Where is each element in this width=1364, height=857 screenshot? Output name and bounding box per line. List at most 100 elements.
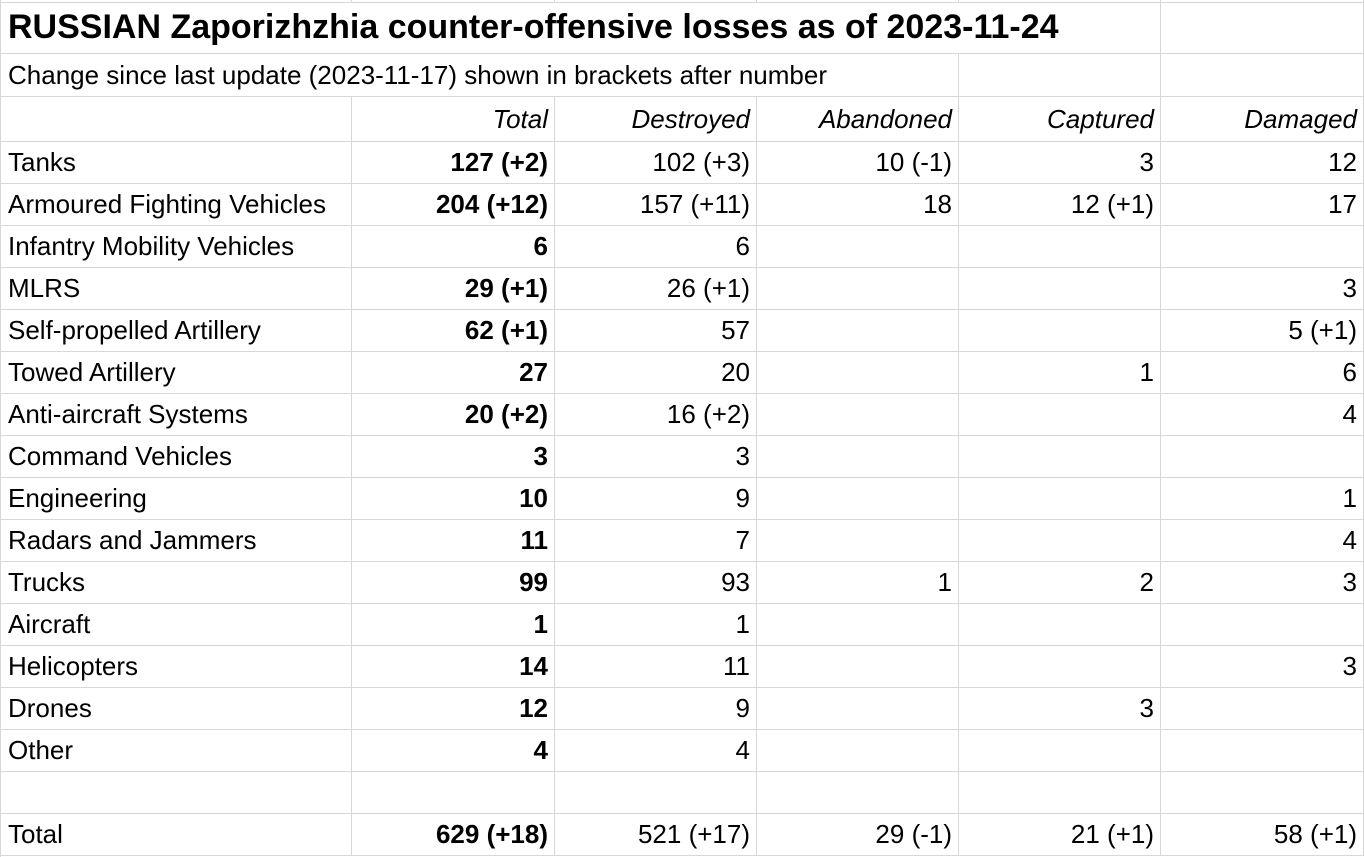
destroyed-cell[interactable]: 1 <box>555 604 757 646</box>
abandoned-cell[interactable]: 29 (-1) <box>757 814 959 856</box>
sheet-title-cell[interactable]: RUSSIAN Zaporizhzhia counter-offensive l… <box>1 3 1161 54</box>
destroyed-cell[interactable]: 20 <box>555 352 757 394</box>
grid-cell[interactable] <box>757 0 959 3</box>
damaged-cell[interactable] <box>1161 772 1364 814</box>
damaged-cell[interactable]: 58 (+1) <box>1161 814 1364 856</box>
total-cell[interactable]: 3 <box>352 436 555 478</box>
col-header-captured[interactable]: Captured <box>959 97 1161 142</box>
captured-cell[interactable]: 21 (+1) <box>959 814 1161 856</box>
damaged-cell[interactable]: 4 <box>1161 394 1364 436</box>
captured-cell[interactable] <box>959 310 1161 352</box>
captured-cell[interactable]: 12 (+1) <box>959 184 1161 226</box>
total-cell[interactable]: 29 (+1) <box>352 268 555 310</box>
destroyed-cell[interactable]: 3 <box>555 436 757 478</box>
captured-cell[interactable] <box>959 730 1161 772</box>
abandoned-cell[interactable] <box>757 310 959 352</box>
grid-cell[interactable] <box>1161 3 1364 54</box>
row-label-cell[interactable]: Towed Artillery <box>1 352 352 394</box>
abandoned-cell[interactable] <box>757 478 959 520</box>
destroyed-cell[interactable]: 157 (+11) <box>555 184 757 226</box>
damaged-cell[interactable]: 5 (+1) <box>1161 310 1364 352</box>
damaged-cell[interactable]: 12 <box>1161 142 1364 184</box>
destroyed-cell[interactable]: 7 <box>555 520 757 562</box>
total-cell[interactable]: 14 <box>352 646 555 688</box>
row-label-cell[interactable]: Drones <box>1 688 352 730</box>
total-cell[interactable]: 10 <box>352 478 555 520</box>
total-cell[interactable]: 11 <box>352 520 555 562</box>
total-cell[interactable]: 20 (+2) <box>352 394 555 436</box>
grid-cell[interactable] <box>555 0 757 3</box>
row-label-cell[interactable]: Trucks <box>1 562 352 604</box>
row-label-cell[interactable]: Command Vehicles <box>1 436 352 478</box>
total-cell[interactable]: 4 <box>352 730 555 772</box>
destroyed-cell[interactable] <box>555 772 757 814</box>
abandoned-cell[interactable] <box>757 604 959 646</box>
damaged-cell[interactable] <box>1161 436 1364 478</box>
abandoned-cell[interactable] <box>757 226 959 268</box>
damaged-cell[interactable]: 3 <box>1161 646 1364 688</box>
abandoned-cell[interactable] <box>757 646 959 688</box>
damaged-cell[interactable]: 4 <box>1161 520 1364 562</box>
col-header-destroyed[interactable]: Destroyed <box>555 97 757 142</box>
destroyed-cell[interactable]: 11 <box>555 646 757 688</box>
abandoned-cell[interactable] <box>757 688 959 730</box>
damaged-cell[interactable] <box>1161 604 1364 646</box>
corner-header-cell[interactable] <box>1 97 352 142</box>
row-label-cell[interactable]: Infantry Mobility Vehicles <box>1 226 352 268</box>
total-cell[interactable] <box>352 772 555 814</box>
captured-cell[interactable] <box>959 520 1161 562</box>
abandoned-cell[interactable] <box>757 730 959 772</box>
captured-cell[interactable]: 3 <box>959 142 1161 184</box>
total-cell[interactable]: 99 <box>352 562 555 604</box>
captured-cell[interactable]: 1 <box>959 352 1161 394</box>
total-cell[interactable]: 12 <box>352 688 555 730</box>
abandoned-cell[interactable] <box>757 268 959 310</box>
row-label-cell[interactable]: Helicopters <box>1 646 352 688</box>
captured-cell[interactable] <box>959 268 1161 310</box>
total-cell[interactable]: 1 <box>352 604 555 646</box>
damaged-cell[interactable]: 17 <box>1161 184 1364 226</box>
damaged-cell[interactable]: 6 <box>1161 352 1364 394</box>
destroyed-cell[interactable]: 521 (+17) <box>555 814 757 856</box>
sheet-subtitle-cell[interactable]: Change since last update (2023-11-17) sh… <box>1 54 959 97</box>
total-cell[interactable]: 629 (+18) <box>352 814 555 856</box>
col-header-total[interactable]: Total <box>352 97 555 142</box>
damaged-cell[interactable]: 1 <box>1161 478 1364 520</box>
damaged-cell[interactable] <box>1161 688 1364 730</box>
total-cell[interactable]: 62 (+1) <box>352 310 555 352</box>
abandoned-cell[interactable] <box>757 436 959 478</box>
row-label-cell[interactable]: Anti-aircraft Systems <box>1 394 352 436</box>
captured-cell[interactable] <box>959 478 1161 520</box>
row-label-cell[interactable]: Radars and Jammers <box>1 520 352 562</box>
destroyed-cell[interactable]: 26 (+1) <box>555 268 757 310</box>
grid-cell[interactable] <box>1161 54 1364 97</box>
grid-cell[interactable] <box>959 54 1161 97</box>
abandoned-cell[interactable] <box>757 520 959 562</box>
row-label-cell[interactable]: Engineering <box>1 478 352 520</box>
row-label-cell[interactable]: Other <box>1 730 352 772</box>
row-label-cell[interactable]: Self-propelled Artillery <box>1 310 352 352</box>
captured-cell[interactable] <box>959 394 1161 436</box>
damaged-cell[interactable] <box>1161 730 1364 772</box>
captured-cell[interactable] <box>959 604 1161 646</box>
grid-cell[interactable] <box>959 0 1161 3</box>
abandoned-cell[interactable]: 10 (-1) <box>757 142 959 184</box>
captured-cell[interactable]: 3 <box>959 688 1161 730</box>
grid-cell[interactable] <box>1 0 352 3</box>
row-label-cell[interactable]: Aircraft <box>1 604 352 646</box>
abandoned-cell[interactable] <box>757 352 959 394</box>
abandoned-cell[interactable] <box>757 394 959 436</box>
row-label-cell[interactable]: Armoured Fighting Vehicles <box>1 184 352 226</box>
destroyed-cell[interactable]: 102 (+3) <box>555 142 757 184</box>
total-cell[interactable]: 6 <box>352 226 555 268</box>
total-cell[interactable]: 127 (+2) <box>352 142 555 184</box>
destroyed-cell[interactable]: 4 <box>555 730 757 772</box>
row-label-cell[interactable] <box>1 772 352 814</box>
row-label-cell[interactable]: MLRS <box>1 268 352 310</box>
destroyed-cell[interactable]: 93 <box>555 562 757 604</box>
destroyed-cell[interactable]: 9 <box>555 688 757 730</box>
col-header-damaged[interactable]: Damaged <box>1161 97 1364 142</box>
total-cell[interactable]: 204 (+12) <box>352 184 555 226</box>
captured-cell[interactable] <box>959 436 1161 478</box>
damaged-cell[interactable]: 3 <box>1161 562 1364 604</box>
